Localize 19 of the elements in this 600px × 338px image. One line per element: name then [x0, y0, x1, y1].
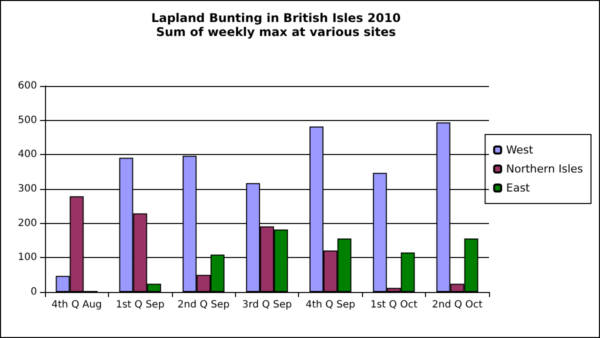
legend-label: West — [506, 144, 534, 156]
x-tick-label: 3rd Q Sep — [242, 300, 292, 310]
x-tick-label: 4th Q Sep — [306, 300, 356, 310]
x-tick-label: 1st Q Sep — [116, 300, 164, 310]
y-tick-label: 100 — [18, 252, 37, 264]
y-tick-label: 0 — [30, 286, 37, 298]
legend-label: Northern Isles — [506, 162, 584, 176]
x-tick-label: 2nd Q Sep — [178, 300, 230, 310]
legend-label: East — [506, 182, 531, 194]
chart-subtitle: Sum of weekly max at various sites — [156, 25, 396, 39]
x-tick-label: 4th Q Aug — [52, 300, 102, 310]
y-tick-label: 300 — [18, 184, 37, 194]
chart-title: Lapland Bunting in British Isles 2010 — [151, 11, 401, 25]
y-tick-label: 500 — [18, 114, 37, 126]
y-tick-label: 400 — [18, 149, 37, 160]
x-tick-label: 1st Q Oct — [370, 300, 418, 310]
y-tick-label: 200 — [18, 218, 37, 229]
y-tick-label: 600 — [18, 80, 37, 92]
x-tick-label: 2nd Q Oct — [432, 300, 483, 310]
